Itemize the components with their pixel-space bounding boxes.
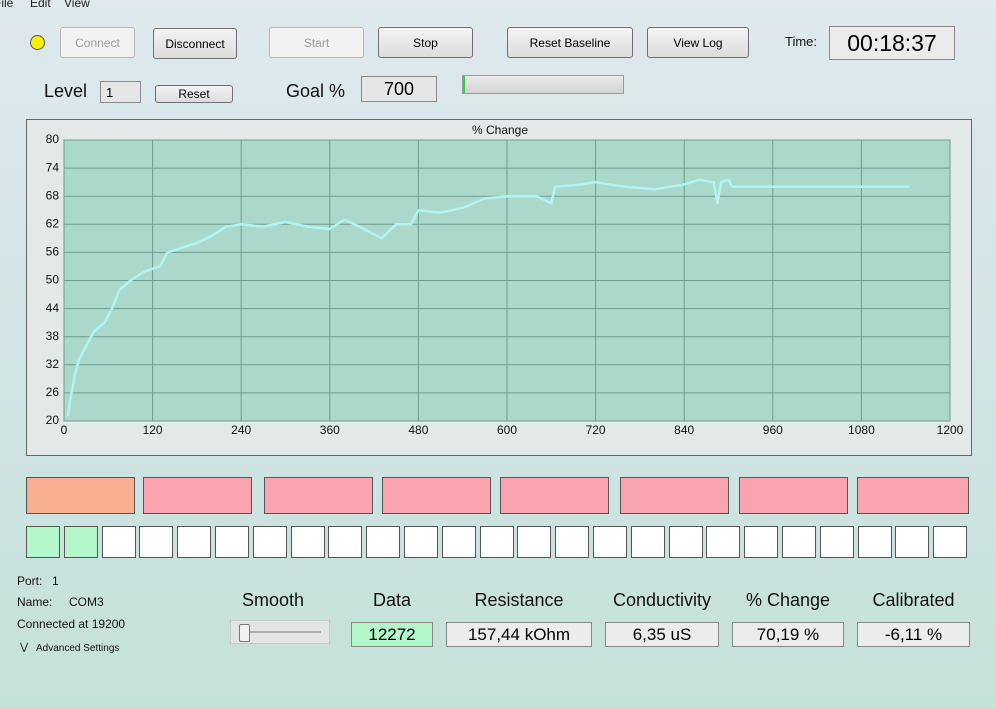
stage-box [63,526,98,558]
stage-box [933,526,968,558]
x-tick-label: 120 [143,423,163,437]
stage-box [593,526,627,558]
port-value: 1 [52,574,59,588]
stage-box [668,526,703,558]
indicator-box [382,477,491,514]
readout-value: 12272 [351,622,433,647]
time-display: 00:18:37 [829,26,955,60]
stage-box [101,526,136,558]
stage-box [215,526,249,558]
stage-box [252,526,287,558]
readout-label: Calibrated [872,590,955,610]
smooth-slider[interactable] [230,620,330,644]
x-tick-label: 1200 [937,423,964,437]
stage-box [517,526,552,558]
progress-bar [462,75,624,94]
x-tick-label: 480 [408,423,428,437]
indicator-box [26,477,135,514]
stage-box [26,526,60,558]
advanced-settings[interactable]: Advanced Settings [36,643,120,654]
y-tick-label: 32 [46,357,60,371]
readout-label: Data [372,590,412,610]
y-tick-label: 44 [46,301,60,315]
stage-box [479,526,514,558]
stage-box [895,526,930,558]
level-reset-button[interactable]: Reset [155,85,233,103]
connect-button[interactable]: Connect [60,27,135,58]
view-log-button[interactable]: View Log [647,27,749,58]
connection-status: Connected at 19200 [17,617,126,631]
stage-box [706,526,741,558]
goal-label: Goal % [286,81,346,101]
stage-box [366,526,401,558]
indicator-box [620,477,729,514]
y-tick-label: 56 [46,245,60,259]
y-tick-label: 50 [46,273,60,287]
smooth-label: Smooth [241,590,305,610]
indicator-box [500,477,609,514]
stage-box [782,526,816,558]
y-tick-label: 68 [46,188,60,202]
port-label: Port: [17,574,43,588]
y-tick-label: 62 [46,216,60,230]
x-tick-label: 720 [586,423,606,437]
y-tick-label: 38 [46,329,60,343]
x-tick-label: 960 [763,423,783,437]
stop-button[interactable]: Stop [378,27,473,58]
readout-label: Conductivity [612,590,712,610]
x-tick-label: 600 [497,423,517,437]
x-tick-label: 360 [320,423,340,437]
menu-edit[interactable]: Edit [30,0,51,10]
advanced-chevron[interactable]: ⋁ [20,642,29,653]
readout-value: -6,11 % [857,622,970,647]
y-tick-label: 74 [46,160,60,174]
goal-input[interactable]: 700 [361,76,437,102]
stage-box [819,526,854,558]
x-tick-label: 240 [231,423,251,437]
indicator-box [739,477,848,514]
menu-view[interactable]: View [64,0,90,10]
menu-file[interactable]: File [0,0,14,10]
level-label: Level [44,81,88,101]
indicator-box [143,477,252,514]
stage-box [555,526,590,558]
stage-box [744,526,779,558]
x-tick-label: 0 [61,423,68,437]
disconnect-button[interactable]: Disconnect [153,28,237,59]
y-tick-label: 80 [46,132,60,146]
stage-box [290,526,325,558]
readout-label: Resistance [474,590,564,610]
readout-value: 157,44 kOhm [446,622,592,647]
stage-box [404,526,438,558]
chart: % Change 20 26 32 38 44 50 56 62 68 74 80 0 120 240 36… [46,123,964,437]
stage-box [630,526,665,558]
readout-value: 70,19 % [732,622,844,647]
data-line [66,178,910,417]
chart-title: % Change [472,123,528,137]
start-button[interactable]: Start [269,27,364,58]
indicator-box [264,477,373,514]
level-input[interactable]: 1 [100,81,141,103]
status-led [30,35,45,50]
y-tick-label: 20 [46,413,60,427]
y-tick-label: 26 [46,385,60,399]
indicator-box [857,477,969,514]
reset-baseline-button[interactable]: Reset Baseline [507,27,633,58]
stage-box [177,526,212,558]
name-label: Name: [17,595,53,609]
x-tick-label: 840 [674,423,694,437]
readout-value: 6,35 uS [605,622,719,647]
x-tick-label: 1080 [848,423,875,437]
stage-box [441,526,476,558]
stage-box [328,526,363,558]
name-value: COM3 [69,595,104,609]
stage-box [857,526,892,558]
time-label: Time: [785,34,818,49]
readout-label: % Change [745,590,831,610]
stage-box [139,526,174,558]
